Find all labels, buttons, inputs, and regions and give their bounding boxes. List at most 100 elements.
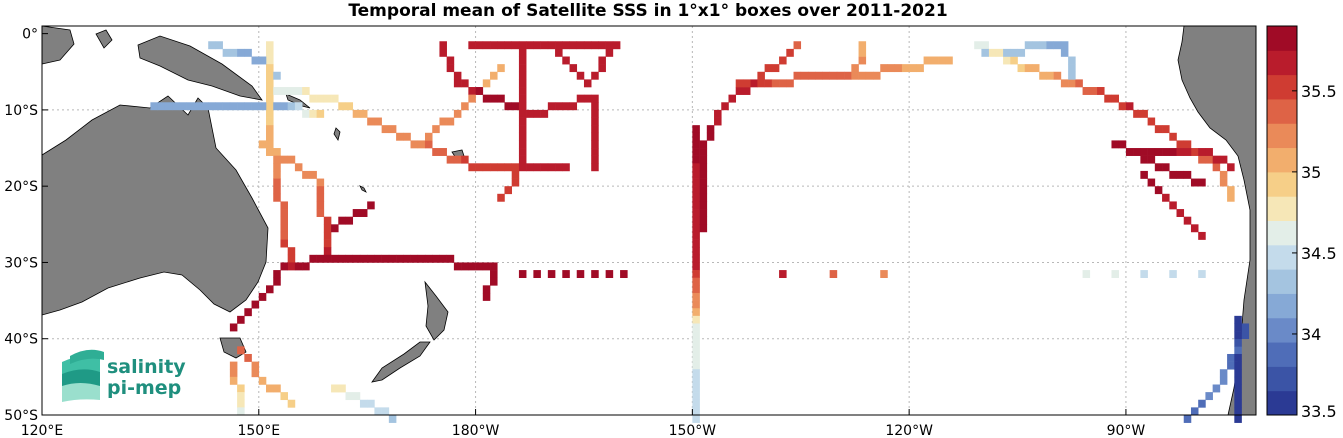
sss-cell (237, 102, 245, 111)
sss-cell (569, 102, 578, 111)
sss-cell (1234, 399, 1242, 408)
sss-cell (186, 102, 195, 111)
sss-cell (518, 64, 527, 73)
sss-cell (482, 292, 491, 301)
sss-cell (735, 79, 744, 88)
sss-cell (1147, 117, 1156, 126)
sss-cell (793, 71, 802, 80)
sss-cell (692, 270, 700, 279)
sss-cell (258, 292, 267, 301)
sss-cell (273, 170, 281, 179)
sss-cell (1082, 87, 1091, 95)
sss-cell (273, 384, 281, 393)
sss-cell (562, 270, 570, 279)
colorbar-swatch (1267, 342, 1297, 367)
sss-cell (367, 399, 375, 408)
sss-cell (331, 94, 339, 103)
sss-cell (229, 323, 238, 332)
sss-cell (880, 270, 888, 279)
sss-cell (699, 163, 708, 172)
sss-cell (555, 41, 563, 50)
sss-cell (432, 148, 440, 156)
sss-cell (331, 384, 339, 393)
sss-cell (359, 399, 368, 408)
sss-cell (273, 186, 281, 195)
sss-cell (461, 79, 469, 88)
colorbar-swatch (1267, 196, 1297, 221)
colorbar-tick-label: 34 (1301, 325, 1321, 344)
sss-cell (497, 41, 505, 50)
sss-cell (1104, 94, 1112, 103)
sss-cell (547, 270, 556, 279)
map-title: Temporal mean of Satellite SSS in 1°x1° … (348, 1, 947, 21)
sss-cell (605, 48, 614, 57)
x-tick-label: 180°W (452, 423, 500, 438)
sss-cell (786, 48, 794, 57)
sss-cell (1118, 140, 1127, 149)
sss-cell (555, 163, 563, 172)
colorbar-swatch (1267, 98, 1297, 124)
sss-cell (1190, 407, 1199, 416)
sss-cell (771, 64, 780, 73)
sss-cell (511, 163, 520, 172)
sss-cell (1234, 369, 1242, 378)
sss-cell (244, 308, 252, 317)
sss-cell (338, 102, 346, 111)
sss-cell (294, 102, 303, 111)
sss-cell (490, 270, 498, 279)
sss-cell (735, 87, 744, 95)
sss-cell (699, 170, 708, 179)
sss-cell (482, 163, 491, 172)
sss-cell (273, 155, 281, 164)
sss-cell (1234, 407, 1242, 416)
sss-cell (1205, 392, 1213, 401)
sss-cell (692, 170, 700, 179)
sss-cell (273, 148, 281, 156)
sss-cell (1039, 71, 1047, 80)
sss-cell (345, 392, 354, 401)
sss-cell (692, 163, 700, 172)
sss-cell (605, 41, 614, 50)
sss-cell (858, 56, 867, 65)
sss-cell (150, 102, 158, 111)
new-guinea (137, 35, 263, 101)
sss-cell (836, 71, 845, 80)
sss-cell (692, 292, 700, 301)
sss-cell (692, 392, 700, 401)
sss-cell (287, 87, 296, 95)
sss-cell (518, 163, 527, 172)
sss-cell (1111, 270, 1120, 279)
sss-cell (215, 41, 223, 50)
sss-cell (309, 109, 317, 118)
sss-cell (692, 216, 700, 225)
sss-cell (302, 262, 310, 271)
sss-cell (244, 102, 252, 111)
sss-cell (692, 399, 700, 408)
sss-cell (1169, 170, 1177, 179)
grid-lines (42, 26, 1256, 415)
sss-cell (518, 48, 527, 57)
colorbar-tick-label: 33.5 (1301, 402, 1337, 421)
sss-cell (193, 102, 202, 111)
sss-cell (453, 262, 462, 271)
sss-cell (591, 41, 599, 50)
y-tick-label: 20°S (4, 179, 38, 195)
sss-cell (807, 71, 816, 80)
sss-cell (1024, 41, 1033, 50)
sss-cell (504, 41, 513, 50)
sss-cell (323, 216, 332, 225)
sss-cell (714, 109, 722, 118)
sss-cell (692, 239, 700, 248)
sss-cell (446, 64, 455, 73)
sss-cell (591, 102, 599, 111)
sss-cell (562, 163, 570, 172)
sss-cell (439, 254, 447, 263)
sss-cell (258, 102, 267, 111)
sss-cell (692, 186, 700, 195)
sss-cell (316, 254, 325, 263)
sss-cell (1068, 56, 1076, 65)
sss-cell (851, 71, 859, 80)
sss-cell (591, 148, 599, 156)
sss-cell (692, 415, 700, 423)
